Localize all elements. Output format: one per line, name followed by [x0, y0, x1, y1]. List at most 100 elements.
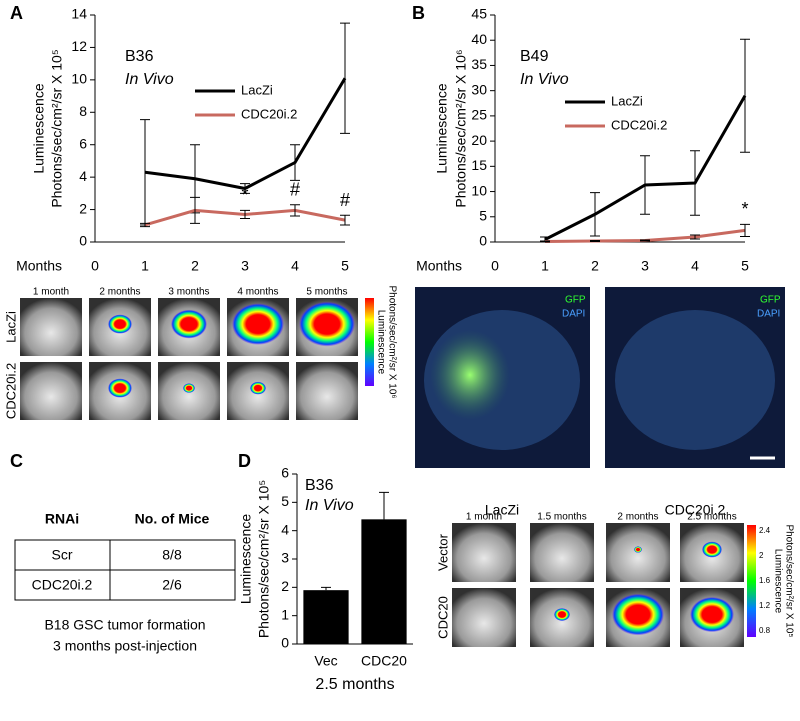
y-axis-label: Photons/sec/cm²/sr X 10⁵ [256, 480, 272, 638]
y-tick-label: 30 [471, 81, 487, 97]
x-tick-label: 3 [641, 258, 649, 274]
y-tick-label: 0 [281, 635, 289, 651]
brain-section [615, 310, 775, 450]
x-tick-label: 5 [741, 258, 749, 274]
image-row-label: CDC20i.2 [3, 363, 18, 419]
x-tick-label: 1 [141, 258, 149, 274]
y-tick-label: 40 [471, 31, 487, 47]
gfp-signal [430, 330, 510, 420]
image-column-label: 1.5 months [537, 512, 586, 523]
colorbar-label: Photons/sec/cm²/sr X 10⁵ [783, 524, 794, 637]
x-axis-label: Months [16, 258, 62, 274]
error-bar [140, 222, 150, 228]
x-tick-label: Vec [314, 653, 337, 669]
luminescence-signal [183, 383, 195, 393]
stain-label: GFP [760, 295, 781, 306]
x-tick-label: 1 [541, 258, 549, 274]
image-row-label: CDC20 [435, 596, 450, 639]
image-column-label: 3 months [168, 287, 209, 298]
y-tick-label: 6 [281, 465, 289, 481]
chart-subtitle: In Vivo [125, 71, 174, 88]
y-tick-label: 2 [281, 578, 289, 594]
error-bar [240, 209, 250, 219]
mouse-image [20, 298, 82, 356]
error-bar [321, 586, 331, 591]
table-header: RNAi [45, 511, 79, 527]
image-column-label: 2.5 months [687, 512, 736, 523]
x-tick-label: 5 [341, 258, 349, 274]
bar [303, 590, 349, 644]
chart-subtitle: In Vivo [305, 497, 354, 514]
colorbar-label: Photons/sec/cm²/sr X 10⁶ [386, 285, 397, 398]
x-tick-label: 4 [291, 258, 299, 274]
error-bar [690, 234, 700, 240]
table-cell: 2/6 [162, 577, 182, 593]
y-tick-label: 12 [71, 38, 87, 54]
x-tick-label: 3 [241, 258, 249, 274]
error-bar [540, 240, 550, 243]
y-axis-label: Photons/sec/cm²/sr X 10⁵ [49, 49, 65, 207]
mouse-image [452, 523, 516, 582]
stain-label: DAPI [562, 309, 585, 320]
y-axis-label: Luminescence [238, 514, 254, 604]
panel-label: D [238, 451, 251, 471]
image-column-label: 4 months [237, 287, 278, 298]
table-caption: B18 GSC tumor formation [44, 617, 205, 633]
table [14, 539, 236, 601]
panel-label: A [10, 3, 23, 23]
annotation: # [340, 190, 350, 210]
y-axis-label: Photons/sec/cm²/sr X 10⁶ [453, 49, 469, 207]
error-bar [640, 155, 650, 215]
luminescence-signal [171, 309, 207, 339]
y-tick-label: 4 [281, 521, 289, 537]
error-bar [340, 214, 350, 226]
luminescence-signal [232, 303, 284, 345]
image-caption: CDC20i.2 [665, 502, 726, 518]
mouse-image [296, 362, 358, 420]
y-tick-label: 1 [281, 606, 289, 622]
image-column-label: 2 months [617, 512, 658, 523]
image-column-label: 1 month [33, 287, 69, 298]
error-bar [740, 38, 750, 153]
image-column-label: 2 months [99, 287, 140, 298]
luminescence-signal [108, 378, 132, 398]
legend-label: LacZi [241, 82, 273, 97]
error-bar [340, 22, 350, 134]
luminescence-signal [554, 608, 570, 621]
panel-label: C [10, 451, 23, 471]
legend-label: CDC20i.2 [241, 106, 297, 121]
table-cell: Scr [52, 547, 73, 563]
y-tick-label: 0 [479, 233, 487, 249]
x-tick-label: 0 [491, 258, 499, 274]
error-bar [690, 150, 700, 216]
y-tick-label: 45 [471, 6, 487, 22]
luminescence-signal [299, 301, 355, 347]
x-axis-label: Months [416, 258, 462, 274]
luminescence-signal [612, 593, 664, 636]
image-caption: LacZi [485, 502, 519, 518]
error-bar [290, 204, 300, 217]
mouse-image [530, 523, 594, 582]
y-tick-label: 0 [79, 233, 87, 249]
chart-title: B36 [125, 48, 154, 65]
colorbar [365, 298, 374, 386]
y-tick-label: 8 [79, 103, 87, 119]
x-tick-label: CDC20 [361, 653, 407, 669]
stain-label: GFP [565, 295, 586, 306]
colorbar-tick-label: 0.8 [759, 626, 771, 635]
colorbar-tick-label: 2.4 [759, 526, 771, 535]
y-tick-label: 6 [79, 135, 87, 151]
legend-label: LacZi [611, 93, 643, 108]
bar [361, 519, 407, 644]
error-bar [740, 223, 750, 237]
x-tick-label: 0 [91, 258, 99, 274]
y-tick-label: 15 [471, 157, 487, 173]
legend-label: CDC20i.2 [611, 117, 667, 132]
luminescence-signal [108, 314, 132, 334]
y-tick-label: 2 [79, 200, 87, 216]
colorbar-label: Luminescence [375, 310, 386, 375]
image-column-label: 5 months [306, 287, 347, 298]
table-header: No. of Mice [135, 511, 210, 527]
error-bar [379, 491, 389, 520]
